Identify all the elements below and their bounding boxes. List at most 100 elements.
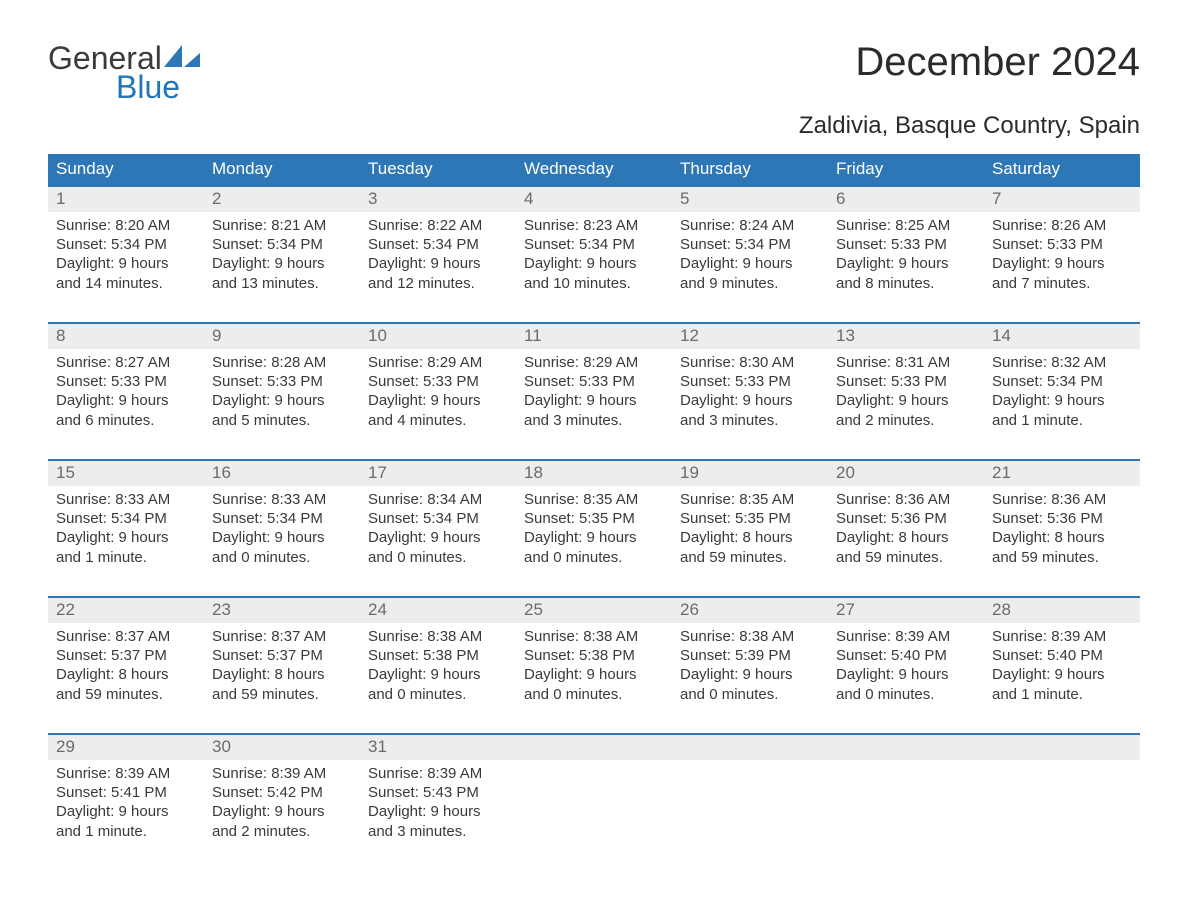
dow-wednesday: Wednesday <box>516 154 672 185</box>
day-number: 23 <box>204 598 360 623</box>
day-number: 17 <box>360 461 516 486</box>
day-cell: Sunrise: 8:39 AMSunset: 5:40 PMDaylight:… <box>984 623 1140 715</box>
day-cell: Sunrise: 8:20 AMSunset: 5:34 PMDaylight:… <box>48 212 204 304</box>
sunrise-text: Sunrise: 8:28 AM <box>212 353 354 372</box>
daylight-line-2: and 0 minutes. <box>368 548 510 567</box>
sunrise-text: Sunrise: 8:37 AM <box>56 627 198 646</box>
daylight-line-1: Daylight: 9 hours <box>212 391 354 410</box>
day-cell <box>984 760 1140 852</box>
daylight-line-1: Daylight: 9 hours <box>212 254 354 273</box>
sunset-text: Sunset: 5:33 PM <box>680 372 822 391</box>
sunset-text: Sunset: 5:34 PM <box>680 235 822 254</box>
sunset-text: Sunset: 5:37 PM <box>212 646 354 665</box>
week-row: 22232425262728Sunrise: 8:37 AMSunset: 5:… <box>48 596 1140 715</box>
day-number: 24 <box>360 598 516 623</box>
sunrise-text: Sunrise: 8:26 AM <box>992 216 1134 235</box>
daynum-row: 22232425262728 <box>48 598 1140 623</box>
day-number: 10 <box>360 324 516 349</box>
day-number: 1 <box>48 187 204 212</box>
daylight-line-1: Daylight: 9 hours <box>56 802 198 821</box>
day-cell: Sunrise: 8:35 AMSunset: 5:35 PMDaylight:… <box>516 486 672 578</box>
daylight-line-1: Daylight: 9 hours <box>992 665 1134 684</box>
day-number: 4 <box>516 187 672 212</box>
daylight-line-1: Daylight: 9 hours <box>524 528 666 547</box>
daylight-line-1: Daylight: 8 hours <box>680 528 822 547</box>
daylight-line-2: and 0 minutes. <box>524 548 666 567</box>
day-number: 3 <box>360 187 516 212</box>
sunrise-text: Sunrise: 8:31 AM <box>836 353 978 372</box>
day-cell: Sunrise: 8:27 AMSunset: 5:33 PMDaylight:… <box>48 349 204 441</box>
daynum-row: 1234567 <box>48 187 1140 212</box>
day-number: 18 <box>516 461 672 486</box>
daylight-line-1: Daylight: 8 hours <box>212 665 354 684</box>
day-cell: Sunrise: 8:37 AMSunset: 5:37 PMDaylight:… <box>204 623 360 715</box>
day-number: 19 <box>672 461 828 486</box>
dow-thursday: Thursday <box>672 154 828 185</box>
daylight-line-2: and 0 minutes. <box>212 548 354 567</box>
sunset-text: Sunset: 5:33 PM <box>836 235 978 254</box>
daylight-line-2: and 4 minutes. <box>368 411 510 430</box>
day-number: 22 <box>48 598 204 623</box>
sunrise-text: Sunrise: 8:39 AM <box>212 764 354 783</box>
day-cell: Sunrise: 8:39 AMSunset: 5:40 PMDaylight:… <box>828 623 984 715</box>
daylight-line-2: and 1 minute. <box>56 822 198 841</box>
sunrise-text: Sunrise: 8:36 AM <box>836 490 978 509</box>
daylight-line-1: Daylight: 9 hours <box>368 391 510 410</box>
daylight-line-2: and 12 minutes. <box>368 274 510 293</box>
sunset-text: Sunset: 5:38 PM <box>524 646 666 665</box>
day-number: 13 <box>828 324 984 349</box>
day-number: 16 <box>204 461 360 486</box>
sunrise-text: Sunrise: 8:39 AM <box>836 627 978 646</box>
day-cell <box>516 760 672 852</box>
day-number: 2 <box>204 187 360 212</box>
day-cell: Sunrise: 8:38 AMSunset: 5:38 PMDaylight:… <box>360 623 516 715</box>
day-cell: Sunrise: 8:24 AMSunset: 5:34 PMDaylight:… <box>672 212 828 304</box>
sunrise-text: Sunrise: 8:22 AM <box>368 216 510 235</box>
sunset-text: Sunset: 5:35 PM <box>524 509 666 528</box>
day-cell: Sunrise: 8:38 AMSunset: 5:39 PMDaylight:… <box>672 623 828 715</box>
day-cell: Sunrise: 8:21 AMSunset: 5:34 PMDaylight:… <box>204 212 360 304</box>
day-number: 28 <box>984 598 1140 623</box>
daylight-line-2: and 59 minutes. <box>680 548 822 567</box>
daylight-line-1: Daylight: 9 hours <box>368 665 510 684</box>
sunset-text: Sunset: 5:33 PM <box>992 235 1134 254</box>
day-number: 25 <box>516 598 672 623</box>
sunrise-text: Sunrise: 8:30 AM <box>680 353 822 372</box>
day-number: 9 <box>204 324 360 349</box>
daylight-line-1: Daylight: 9 hours <box>56 528 198 547</box>
logo-blue-text: Blue <box>116 69 180 106</box>
daylight-line-2: and 0 minutes. <box>524 685 666 704</box>
sunset-text: Sunset: 5:34 PM <box>56 235 198 254</box>
daylight-line-1: Daylight: 9 hours <box>680 254 822 273</box>
sunrise-text: Sunrise: 8:29 AM <box>368 353 510 372</box>
daylight-line-2: and 59 minutes. <box>836 548 978 567</box>
sunrise-text: Sunrise: 8:25 AM <box>836 216 978 235</box>
sunrise-text: Sunrise: 8:32 AM <box>992 353 1134 372</box>
daylight-line-1: Daylight: 8 hours <box>836 528 978 547</box>
sunset-text: Sunset: 5:36 PM <box>992 509 1134 528</box>
sunset-text: Sunset: 5:34 PM <box>212 235 354 254</box>
day-cell: Sunrise: 8:36 AMSunset: 5:36 PMDaylight:… <box>984 486 1140 578</box>
daylight-line-1: Daylight: 8 hours <box>56 665 198 684</box>
sunrise-text: Sunrise: 8:29 AM <box>524 353 666 372</box>
day-cell: Sunrise: 8:39 AMSunset: 5:41 PMDaylight:… <box>48 760 204 852</box>
daylight-line-2: and 1 minute. <box>992 411 1134 430</box>
calendar: Sunday Monday Tuesday Wednesday Thursday… <box>48 154 1140 852</box>
sunset-text: Sunset: 5:38 PM <box>368 646 510 665</box>
sunset-text: Sunset: 5:34 PM <box>368 235 510 254</box>
day-cell: Sunrise: 8:31 AMSunset: 5:33 PMDaylight:… <box>828 349 984 441</box>
day-number: 8 <box>48 324 204 349</box>
dow-saturday: Saturday <box>984 154 1140 185</box>
sunset-text: Sunset: 5:41 PM <box>56 783 198 802</box>
logo: General Blue <box>48 40 202 106</box>
sunrise-text: Sunrise: 8:24 AM <box>680 216 822 235</box>
day-cell: Sunrise: 8:29 AMSunset: 5:33 PMDaylight:… <box>516 349 672 441</box>
day-cell: Sunrise: 8:39 AMSunset: 5:43 PMDaylight:… <box>360 760 516 852</box>
day-number: 5 <box>672 187 828 212</box>
sunrise-text: Sunrise: 8:38 AM <box>368 627 510 646</box>
daynum-row: 891011121314 <box>48 324 1140 349</box>
sunrise-text: Sunrise: 8:33 AM <box>56 490 198 509</box>
day-cell: Sunrise: 8:36 AMSunset: 5:36 PMDaylight:… <box>828 486 984 578</box>
daylight-line-2: and 1 minute. <box>992 685 1134 704</box>
sunset-text: Sunset: 5:34 PM <box>524 235 666 254</box>
